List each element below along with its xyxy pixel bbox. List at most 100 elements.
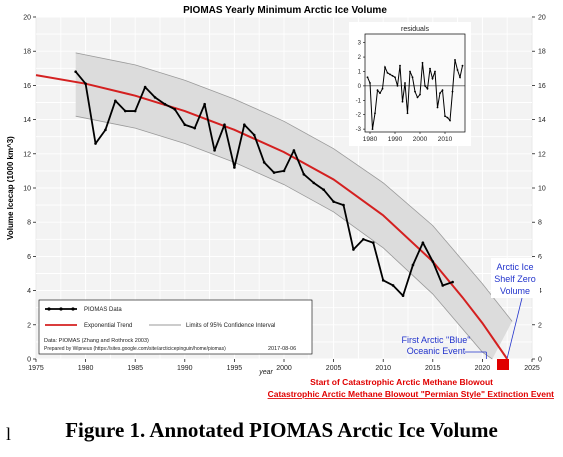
- residual-point: [429, 67, 431, 70]
- x-tick-label: 2025: [524, 365, 540, 372]
- piomas-data-point: [243, 123, 246, 127]
- zero-volume-pointer: [506, 297, 523, 359]
- zero-volume-label-line: Arctic Ice: [496, 262, 533, 272]
- residual-point: [434, 70, 436, 73]
- piomas-data-point: [352, 248, 355, 251]
- inset-y-tick-label: 0: [358, 84, 362, 90]
- legend-label-ci: Limits of 95% Confidence Interval: [186, 323, 275, 329]
- residual-point: [441, 89, 444, 92]
- y-tick-label: 20: [23, 15, 31, 22]
- residual-point: [439, 92, 441, 94]
- x-tick-label: 2005: [326, 365, 342, 372]
- piomas-data-point: [342, 203, 345, 207]
- residual-point: [431, 77, 434, 80]
- piomas-data-point: [362, 238, 365, 241]
- residual-point: [366, 76, 369, 79]
- piomas-data-point: [252, 133, 256, 137]
- piomas-data-point: [213, 149, 216, 152]
- piomas-data-point: [441, 284, 445, 287]
- zero-volume-backdrop: [491, 258, 540, 298]
- residual-point: [444, 115, 446, 118]
- inset-x-tick-label: 2010: [438, 136, 453, 143]
- piomas-data-point: [163, 102, 167, 106]
- piomas-data-point: [381, 279, 385, 282]
- piomas-data-point: [133, 109, 137, 113]
- residual-point: [456, 69, 459, 71]
- residual-point: [376, 89, 379, 92]
- inset-y-tick-label: -1: [356, 98, 362, 104]
- piomas-data-point: [332, 200, 335, 203]
- inset-x-tick-label: 1990: [388, 136, 403, 143]
- legend-label-data: PIOMAS Data: [84, 307, 122, 313]
- y-tick-label-right: 20: [538, 15, 546, 22]
- y-tick-label-right: 12: [538, 151, 546, 158]
- y-tick-label: 14: [23, 117, 31, 124]
- methane-blowout-label: Start of Catastrophic Arctic Methane Blo…: [310, 377, 493, 387]
- piomas-data-point: [421, 241, 425, 245]
- residual-point: [411, 76, 414, 79]
- inset-y-tick-label: 2: [358, 55, 362, 61]
- residual-point: [449, 119, 451, 122]
- y-tick-label-right: 18: [538, 49, 546, 56]
- confidence-limit-upper: [75, 52, 513, 322]
- piomas-data-point: [104, 128, 107, 132]
- piomas-data-point: [74, 70, 77, 74]
- x-tick-label: 2020: [475, 365, 491, 372]
- residual-point: [371, 128, 374, 131]
- figure-caption: Figure 1. Annotated PIOMAS Arctic Ice Vo…: [65, 418, 498, 442]
- corner-mark: l: [6, 424, 12, 444]
- y-tick-label-right: 6: [538, 254, 542, 261]
- piomas-data-point: [411, 263, 415, 267]
- y-tick-label-right: 0: [538, 357, 542, 364]
- y-tick-label-right: 14: [538, 117, 546, 124]
- zero-volume-label-line: Shelf Zero: [494, 274, 536, 284]
- y-tick-label: 12: [23, 151, 31, 158]
- y-tick-label: 10: [23, 186, 31, 193]
- piomas-data-point: [233, 166, 236, 169]
- residual-point: [379, 92, 381, 94]
- residual-point: [369, 82, 371, 84]
- piomas-data-point: [262, 161, 266, 164]
- residual-point: [394, 76, 396, 79]
- methane-event-marker: [497, 359, 509, 370]
- series-layer: [35, 70, 509, 360]
- piomas-data-point: [84, 82, 87, 85]
- piomas-data-point: [371, 241, 375, 245]
- residual-point: [416, 96, 419, 99]
- residuals-inset: residuals -3 -2 -1 0 1 2 3 1980 1990 2000 2010: [349, 22, 471, 146]
- x-axis: 1975 1980 1985 1990 1995 2000 2005 2010 2015 2020…: [28, 359, 540, 372]
- residual-point: [414, 90, 416, 93]
- piomas-data-point: [302, 173, 306, 176]
- piomas-data-point: [153, 96, 157, 99]
- piomas-data-point: [322, 188, 325, 192]
- x-axis-label: year: [258, 369, 273, 376]
- legend-source: Data: PIOMAS (Zhang and Rothrock 2003): [44, 338, 149, 344]
- extinction-event-label: Catastrophic Arctic Methane Blowout "Per…: [268, 389, 555, 399]
- piomas-data-point: [94, 142, 97, 145]
- inset-x-tick-label: 1980: [363, 136, 378, 143]
- blue-event-label-line: Oceanic Event: [407, 346, 466, 356]
- residual-point: [401, 100, 404, 103]
- residual-point: [421, 61, 424, 64]
- legend-label-trend: Exponential Trend: [84, 323, 132, 329]
- residual-point: [424, 84, 426, 87]
- residual-point: [396, 84, 399, 87]
- residual-point: [451, 90, 454, 93]
- residual-point: [399, 64, 401, 67]
- residual-point: [386, 72, 389, 74]
- confidence-band: [75, 52, 513, 360]
- y-tick-label: 2: [27, 322, 31, 329]
- residual-point: [406, 112, 409, 115]
- x-tick-label: 2000: [276, 365, 292, 372]
- piomas-data-point: [223, 123, 226, 127]
- y-tick-label: 18: [23, 49, 31, 56]
- residual-point: [409, 70, 411, 73]
- legend-box: [38, 299, 313, 355]
- inset-frame: [364, 33, 466, 133]
- y-tick-label: 0: [27, 357, 31, 364]
- residual-point: [374, 112, 376, 115]
- x-tick-label: 2010: [375, 365, 391, 372]
- y-tick-label-right: 8: [538, 220, 542, 227]
- residual-point: [384, 66, 386, 69]
- x-tick-label: 1975: [28, 365, 44, 372]
